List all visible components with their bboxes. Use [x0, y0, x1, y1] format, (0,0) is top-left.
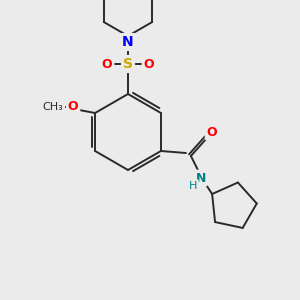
Text: O: O: [68, 100, 78, 113]
Text: N: N: [122, 35, 134, 49]
Text: O: O: [102, 58, 112, 70]
Text: O: O: [207, 125, 217, 139]
Text: H: H: [189, 181, 197, 191]
Text: O: O: [144, 58, 154, 70]
Text: CH₃: CH₃: [43, 102, 64, 112]
Text: N: N: [196, 172, 206, 184]
Text: S: S: [123, 57, 133, 71]
